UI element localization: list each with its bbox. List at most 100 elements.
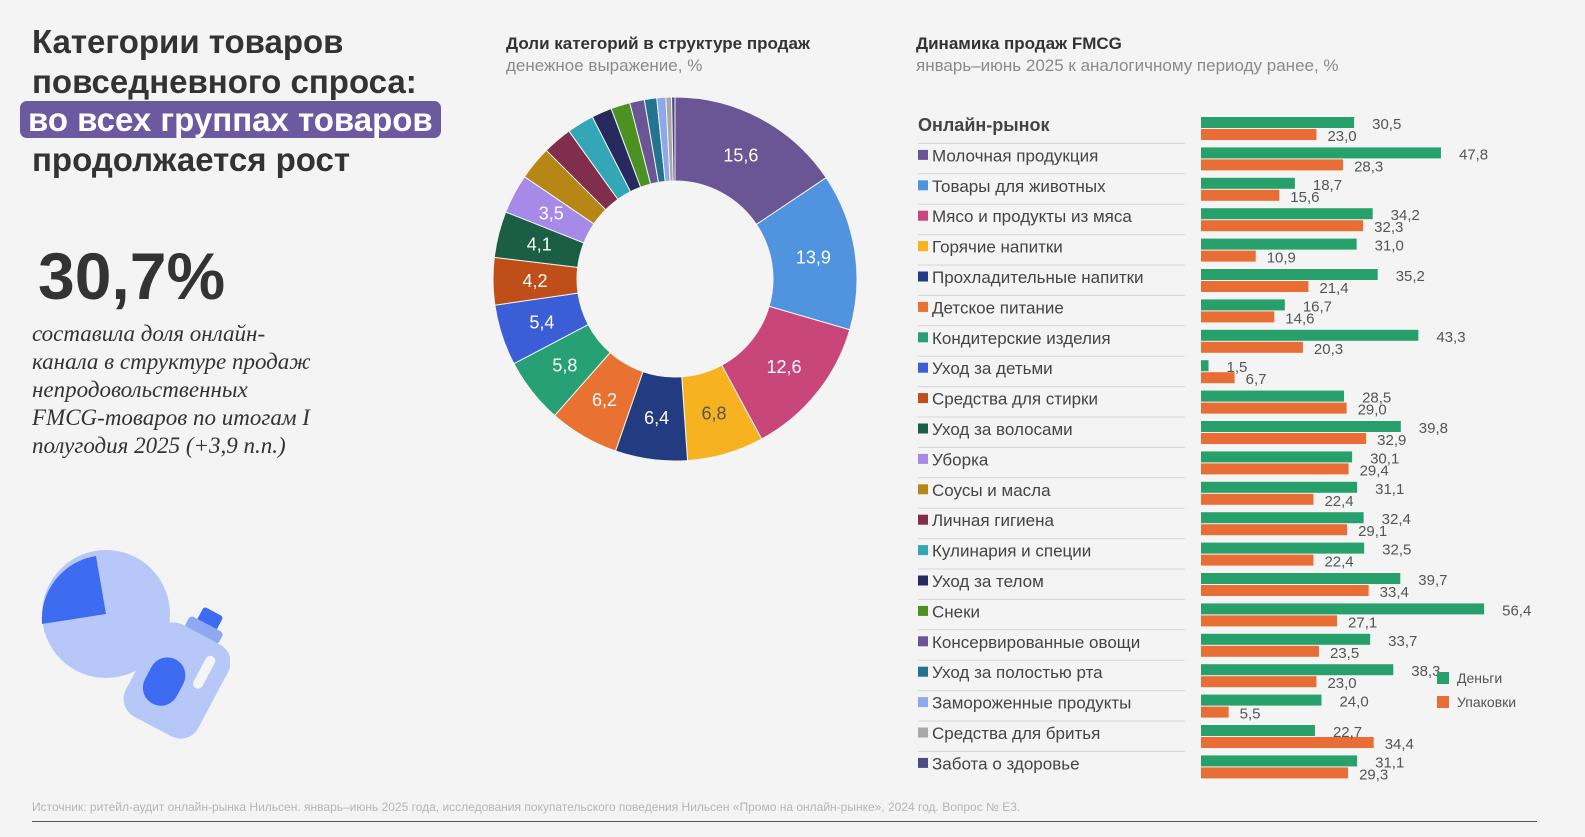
legend-packs: Упаковки [1437,694,1516,710]
bar-packs [1201,433,1367,444]
category-label: Соусы и масла [932,481,1051,500]
bar-money [1201,633,1371,645]
bar-chart: Онлайн-рынок 30,5 23,0 Молочная продукция 47… [918,115,1531,782]
bar-money [1201,360,1209,372]
bar-packs [1201,281,1309,292]
bar-packs [1201,706,1229,718]
bar-money-label: 28,5 [1362,390,1391,407]
category-label: Горячие напитки [932,238,1063,257]
illustration-pie-slice [41,556,107,624]
category-marker [918,453,928,464]
bar-money-label: 30,1 [1370,450,1399,467]
bar-packs [1201,615,1338,627]
illustration-pie-bottle-icon [41,550,230,739]
bar-money [1201,694,1322,706]
bar-packs [1201,341,1303,353]
bar-money-label: 56,4 [1502,602,1531,619]
bar-money [1201,269,1378,280]
category-marker [918,575,928,586]
bar-packs-label: 29,0 [1358,402,1387,419]
bar-money [1201,664,1394,676]
bar-money-label: 34,2 [1391,207,1420,224]
bar-packs [1201,645,1319,657]
bar-money [1201,299,1285,311]
bar-packs [1201,524,1348,536]
bar-packs-label: 20,3 [1314,341,1343,358]
bar-money-label: 38,3 [1411,663,1440,680]
bar-packs [1201,554,1314,566]
bar-money [1201,329,1419,341]
bar-packs [1201,676,1317,688]
legend-packs-swatch [1437,696,1449,708]
bar-packs-label: 14,6 [1285,310,1314,327]
category-label: Уход за волосами [932,420,1073,439]
bar-money [1201,238,1357,250]
bar-packs-label: 15,6 [1290,189,1319,206]
category-label: Прохладительные напитки [932,268,1144,287]
bar-money [1201,603,1485,615]
category-marker [918,271,928,282]
bar-money-label: 47,8 [1459,146,1488,163]
bottom-rule [32,821,1537,822]
bar-packs [1201,189,1280,201]
bar-money [1201,451,1353,463]
bars-title: Динамика продаж FMCG [916,34,1122,53]
category-label: Товары для животных [932,177,1106,196]
bar-packs-label: 33,4 [1380,584,1409,601]
bar-money-label: 32,4 [1382,511,1411,528]
category-label: Уход за полостью рта [932,663,1103,682]
donut-title: Доли категорий в структуре продаж [506,34,810,53]
donut-slice-label: 13,9 [796,248,831,268]
bars-subtitle: январь–июнь 2025 к аналогичному периоду … [916,56,1339,75]
bar-money [1201,147,1441,159]
bar-money-label: 43,3 [1436,329,1465,346]
bar-packs-label: 29,1 [1358,523,1387,540]
bar-packs [1201,372,1235,384]
donut-slice-label: 12,6 [766,357,801,377]
donut-chart: 15,6 13,9 12,6 6,8 6,4 6,2 5,8 5,4 4,2 4,1 3,5 [492,96,858,462]
bar-packs-label: 34,4 [1385,736,1414,753]
bar-money [1201,512,1364,524]
headline-line-4: продолжается рост [32,141,351,178]
bar-money-label: 22,7 [1333,724,1362,741]
illustration-bottle [123,607,230,739]
category-marker [918,727,928,738]
category-marker [918,241,928,252]
donut-slice-label: 4,1 [527,235,552,255]
bar-packs-label: 29,3 [1359,766,1388,782]
bar-money-label: 31,0 [1375,238,1404,255]
bar-packs [1201,159,1344,171]
category-marker [918,514,928,525]
bar-packs-label: 22,4 [1324,493,1353,510]
bar-money [1201,573,1401,584]
bar-packs [1201,129,1317,140]
category-label: Кулинария и специи [932,542,1091,561]
category-label: Замороженные продукты [932,694,1131,713]
bar-packs [1201,220,1364,232]
category-marker [918,605,928,616]
donut-slice-label: 5,8 [552,356,577,376]
bar-money-label: 39,8 [1419,420,1448,437]
category-label: Средства для бритья [932,724,1100,743]
source-note: Источник: ритейл-аудит онлайн-рынка Ниль… [32,800,1021,814]
bar-money-label: 30,5 [1372,116,1401,133]
donut-subtitle: денежное выражение, % [506,56,703,75]
bar-packs-label: 5,5 [1240,706,1261,723]
category-label: Мясо и продукты из мяса [932,207,1132,226]
category-marker [918,757,928,768]
bar-packs [1201,737,1374,748]
category-label: Детское питание [932,298,1064,317]
bar-money [1201,725,1315,736]
category-label: Онлайн-рынок [918,115,1050,135]
bar-packs [1201,402,1347,414]
bar-money-label: 18,7 [1313,177,1342,194]
bar-packs-label: 32,3 [1374,219,1403,236]
bar-packs-label: 28,3 [1354,158,1383,175]
category-label: Личная гигиена [932,511,1055,530]
category-marker [918,332,928,343]
category-marker [918,636,928,647]
kpi-value: 30,7% [38,239,226,313]
category-marker [918,301,928,312]
bar-money [1201,177,1295,189]
bar-packs-label: 23,5 [1330,645,1359,662]
